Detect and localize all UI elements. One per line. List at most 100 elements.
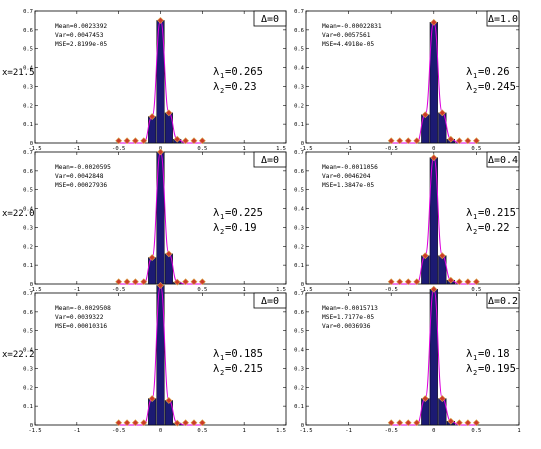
lambda-subscript: 2 <box>473 87 477 95</box>
row-label: x=22.2 <box>2 350 35 360</box>
x-tick-label: -0.5 <box>385 428 398 434</box>
data-point-marker <box>165 250 173 258</box>
y-tick-label: 0.2 <box>23 244 33 250</box>
lambda-value: =0.23 <box>225 81 257 93</box>
y-tick-label: 0.3 <box>23 366 33 372</box>
lambda-symbol: λ <box>466 363 472 375</box>
y-tick-label: 0.1 <box>23 404 33 410</box>
y-tick-label: 0.7 <box>294 150 304 156</box>
lambda-symbol: λ <box>466 207 472 219</box>
delta-label: Δ=0 <box>261 296 279 307</box>
stats-annotation: Var=0.0057561 <box>322 32 371 39</box>
delta-box <box>486 292 520 309</box>
y-tick-label: 0 <box>30 282 33 288</box>
lambda-subscript: 1 <box>220 213 224 221</box>
stats-annotation: Mean=-0.0020595 <box>55 164 111 171</box>
y-tick-label: 0.3 <box>294 225 304 231</box>
y-tick-label: 0.2 <box>294 385 304 391</box>
delta-label: Δ=0 <box>261 155 279 166</box>
lambda-subscript: 1 <box>473 213 477 221</box>
data-point-marker <box>182 419 190 427</box>
data-point-marker <box>455 278 463 286</box>
y-tick-label: 0.2 <box>294 244 304 250</box>
x-tick-label: 1 <box>243 287 246 293</box>
x-tick-label: -1.5 <box>299 146 312 152</box>
data-point-marker <box>430 285 438 293</box>
data-point-marker <box>131 278 139 286</box>
lambda-value: =0.215 <box>225 363 263 375</box>
x-tick-label: -0.5 <box>385 146 398 152</box>
stats-annotation: Var=0.0039322 <box>55 314 104 321</box>
data-point-marker <box>190 278 198 286</box>
row-label: x=21.5 <box>2 68 35 78</box>
y-tick-label: 0.2 <box>23 385 33 391</box>
row-label: x=22.0 <box>2 209 35 219</box>
data-point-marker <box>173 419 181 427</box>
stats-annotation: MSE=4.4918e-05 <box>322 41 374 48</box>
y-tick-label: 0.5 <box>294 47 304 53</box>
x-tick-label: 1 <box>517 428 520 434</box>
x-tick-label: -1.5 <box>299 428 312 434</box>
data-point-marker <box>123 419 131 427</box>
data-point-marker <box>198 419 206 427</box>
x-tick-label: -1 <box>74 287 81 293</box>
lambda-value: =0.185 <box>225 348 263 360</box>
data-point-marker <box>173 278 181 286</box>
y-tick-label: 0.2 <box>23 103 33 109</box>
data-point-marker <box>455 137 463 145</box>
delta-box <box>253 292 287 309</box>
lambda1-label: λ 1 =0.185 <box>213 348 263 362</box>
x-tick-label: 0.5 <box>197 146 207 152</box>
data-point-marker <box>140 278 148 286</box>
lambda-subscript: 2 <box>220 228 224 236</box>
data-point-marker <box>421 111 429 119</box>
stats-annotation: Mean=0.0023392 <box>55 23 107 30</box>
y-tick-label: 0.6 <box>23 310 33 316</box>
y-tick-label: 0.7 <box>23 9 33 15</box>
y-tick-label: 0.6 <box>23 28 33 34</box>
lambda-value: =0.18 <box>478 348 510 360</box>
lambda-value: =0.245 <box>478 81 516 93</box>
delta-label: Δ=0 <box>261 14 279 25</box>
data-point-marker <box>157 17 164 24</box>
y-tick-label: 0 <box>301 282 304 288</box>
y-tick-label: 0.3 <box>294 84 304 90</box>
lambda2-label: λ 2 =0.23 <box>213 81 257 95</box>
y-tick-label: 0.4 <box>294 207 305 213</box>
delta-label: Δ=0.4 <box>488 155 518 166</box>
data-point-marker <box>421 395 429 403</box>
data-point-marker <box>190 419 198 427</box>
lambda1-label: λ 1 =0.18 <box>466 348 510 362</box>
data-point-marker <box>404 278 412 286</box>
lambda-symbol: λ <box>466 348 472 360</box>
data-point-marker <box>396 137 404 145</box>
stats-annotation: Var=0.0042848 <box>55 173 104 180</box>
lambda-symbol: λ <box>466 222 472 234</box>
y-tick-label: 0 <box>301 423 304 429</box>
data-point-marker <box>396 419 404 427</box>
lambda-subscript: 1 <box>220 354 224 362</box>
x-tick-label: -0.5 <box>112 146 125 152</box>
data-point-marker <box>131 137 139 145</box>
stats-annotation: Mean=-0.0011056 <box>322 164 378 171</box>
data-point-marker <box>115 137 123 145</box>
y-tick-label: 0.6 <box>294 310 304 316</box>
y-tick-label: 0.4 <box>294 348 305 354</box>
data-point-marker <box>396 278 404 286</box>
x-tick-label: -1.5 <box>28 287 41 293</box>
data-point-marker <box>447 135 455 143</box>
stats-annotation: Var=0.0036936 <box>322 323 371 330</box>
lambda-subscript: 2 <box>473 228 477 236</box>
lambda1-label: λ 1 =0.225 <box>213 207 263 221</box>
lambda2-label: λ 2 =0.195 <box>466 363 516 377</box>
panel-1: 00.10.20.30.40.50.60.7-1.5-1-0.500.511.5… <box>2 9 287 152</box>
lambda1-label: λ 1 =0.265 <box>213 66 263 80</box>
lambda-subscript: 2 <box>220 87 224 95</box>
x-tick-label: 0.5 <box>471 287 481 293</box>
x-tick-label: 0.5 <box>197 428 207 434</box>
data-point-marker <box>464 137 472 145</box>
y-tick-label: 0.7 <box>23 291 33 297</box>
y-tick-label: 0.6 <box>294 28 304 34</box>
y-tick-label: 0.7 <box>23 150 33 156</box>
x-tick-label: 0.5 <box>471 146 481 152</box>
